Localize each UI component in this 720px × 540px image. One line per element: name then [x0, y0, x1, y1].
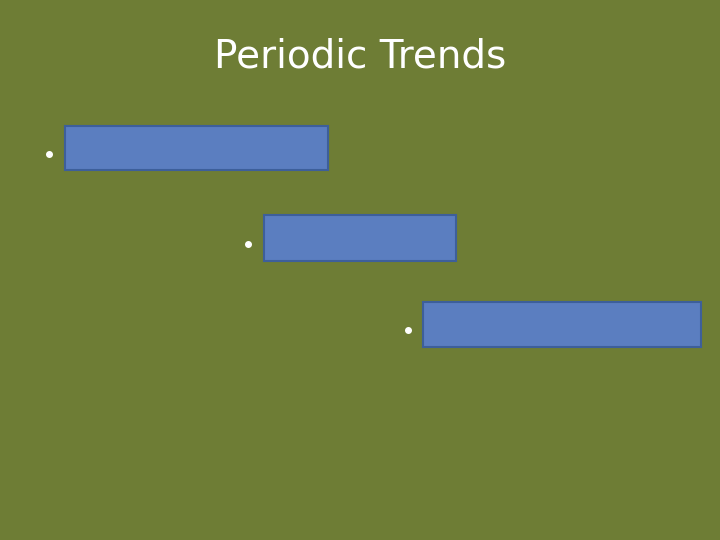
Text: Periodic Trends: Periodic Trends: [214, 38, 506, 76]
FancyBboxPatch shape: [423, 302, 701, 347]
FancyBboxPatch shape: [65, 126, 328, 170]
FancyBboxPatch shape: [264, 215, 456, 261]
